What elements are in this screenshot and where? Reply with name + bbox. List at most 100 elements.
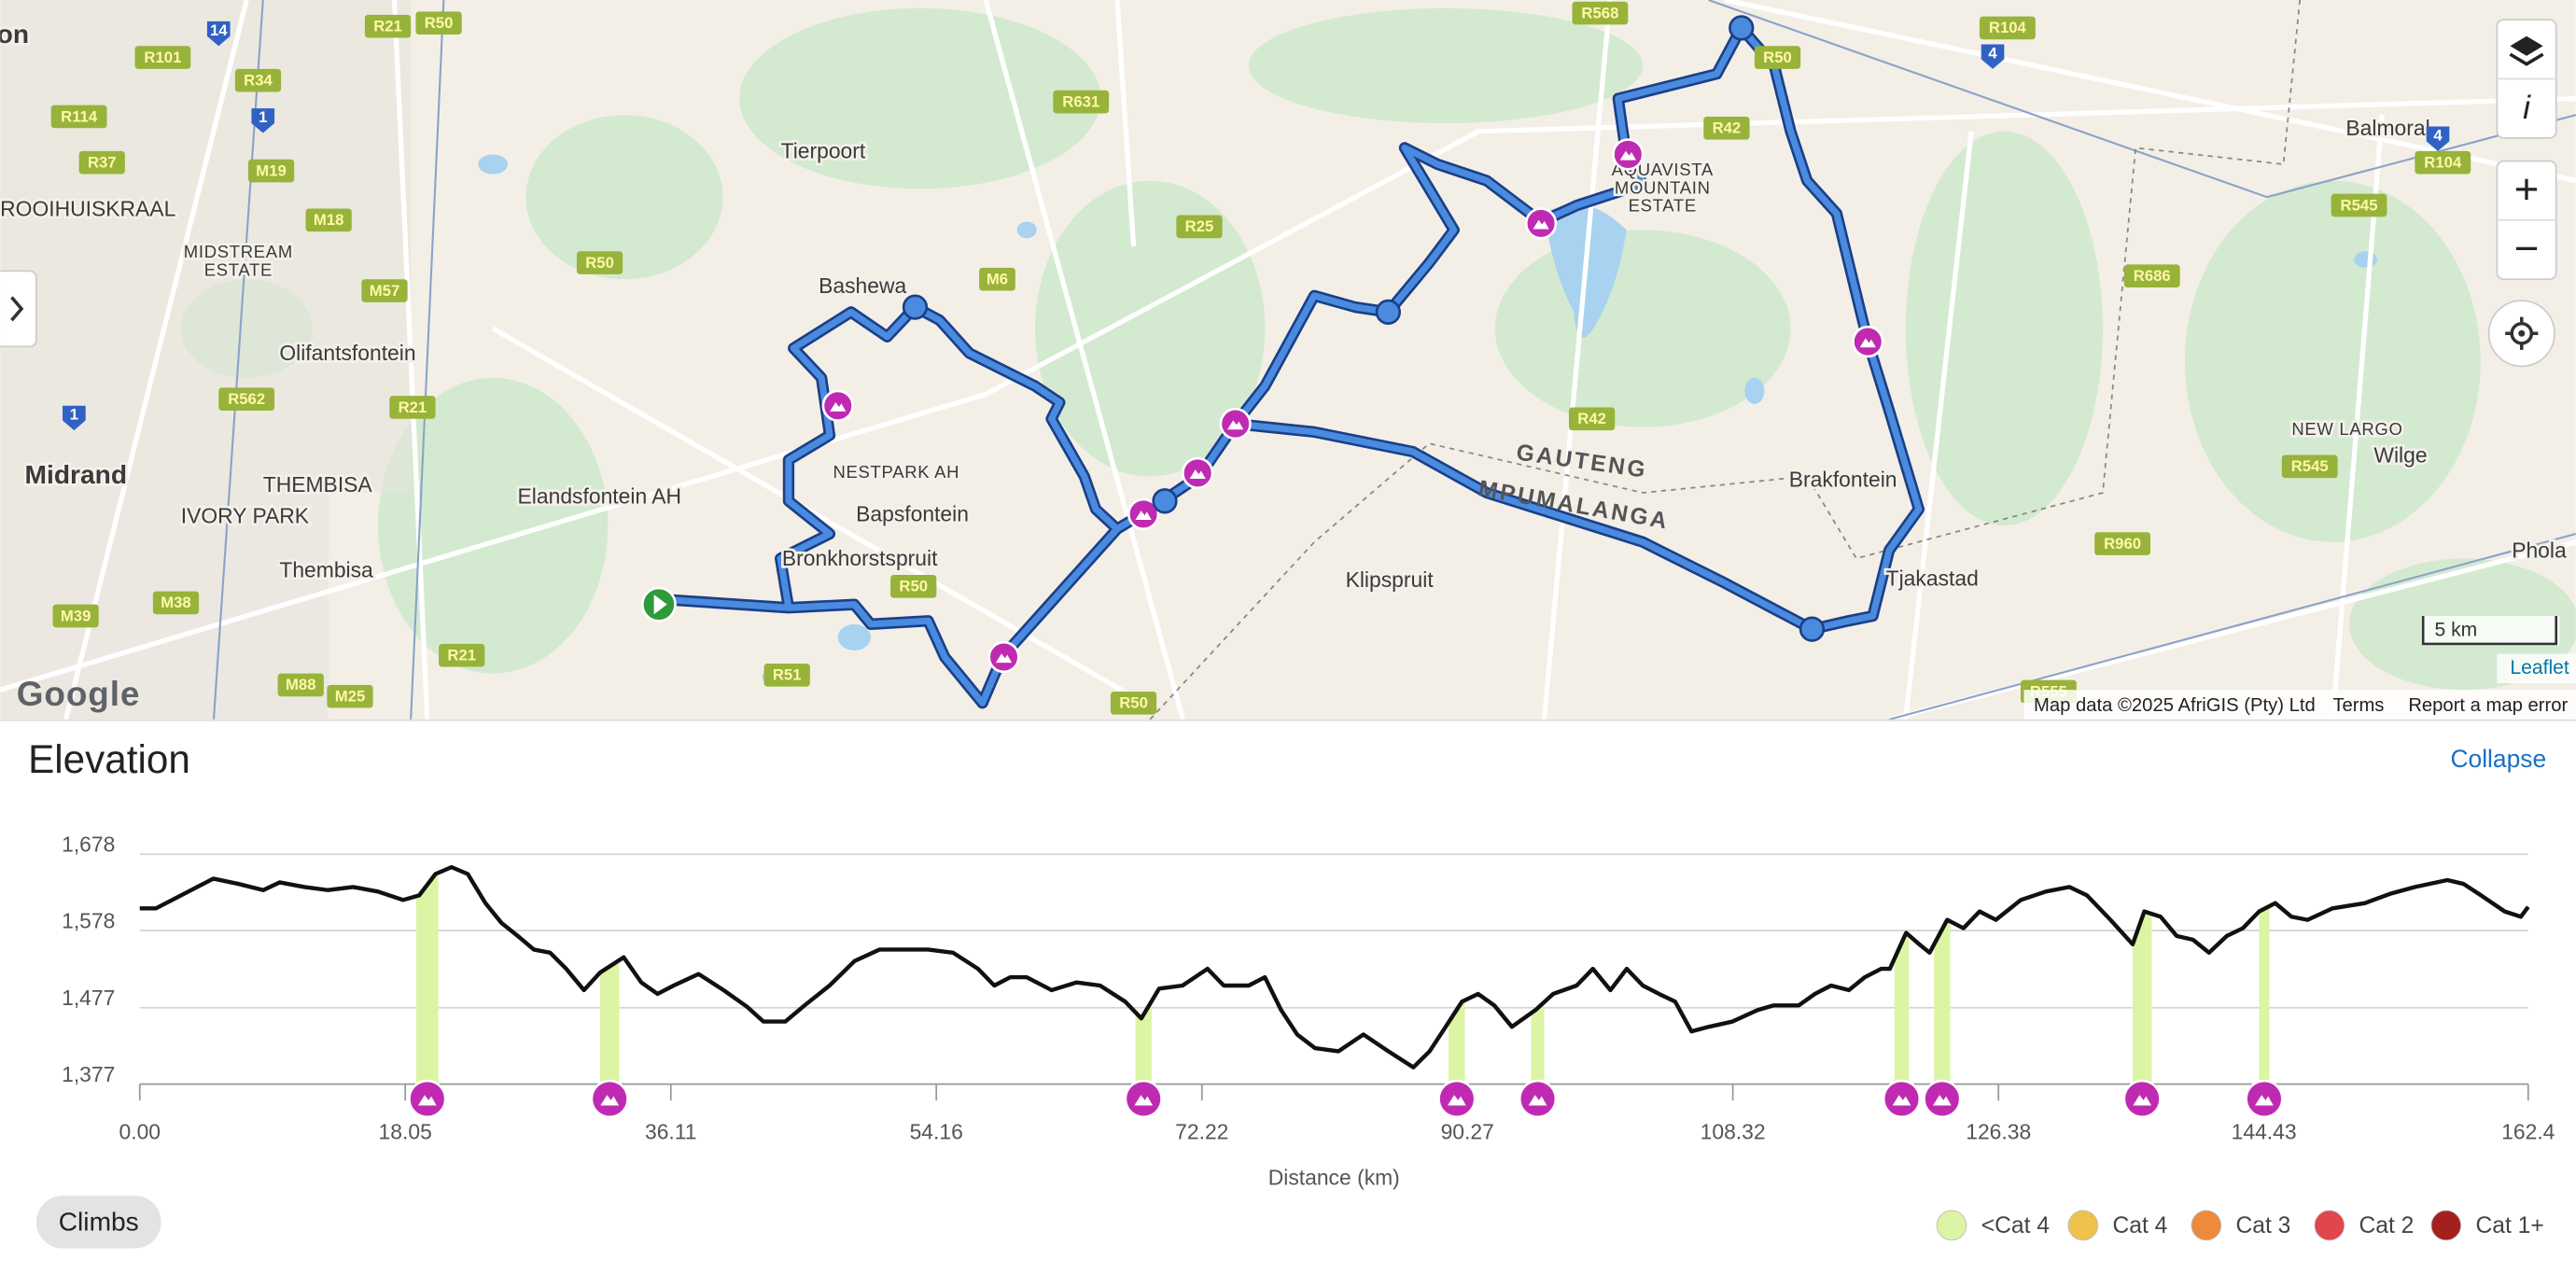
legend-label: Cat 3 [2236, 1213, 2291, 1238]
route-shield: M57 [370, 282, 400, 300]
route-shield: M6 [987, 271, 1008, 288]
place-label: Wilge [2373, 442, 2427, 467]
terms-link[interactable]: Terms [2332, 695, 2384, 716]
climb-segment [599, 959, 620, 1084]
x-axis-label: Distance (km) [1268, 1166, 1400, 1190]
route-shield-bg [206, 21, 231, 47]
map[interactable]: Centurion Tierpoort Bashewa ROOIHUISKRAAL MI… [0, 0, 2576, 720]
route-shield: R21 [399, 399, 427, 416]
climbs-button-label[interactable]: Climbs [59, 1208, 139, 1237]
climb-icon[interactable] [1437, 1079, 1477, 1119]
route-shield-bg [218, 387, 275, 411]
place-label: Olifantsfontein [279, 341, 415, 365]
route-shield: 4 [2433, 127, 2443, 145]
climb-icon[interactable] [590, 1079, 629, 1119]
climbs-button[interactable]: Climbs [35, 1196, 161, 1249]
route-shield: R50 [1763, 49, 1792, 66]
place-label: Tierpoort [781, 139, 866, 163]
route-shield-bg [389, 396, 436, 419]
legend-swatch [2191, 1210, 2222, 1241]
climb-icon[interactable] [1882, 1079, 1922, 1119]
route-shield-bg [2415, 150, 2471, 175]
climb-icon[interactable] [1124, 1079, 1163, 1119]
left-tab[interactable] [0, 270, 37, 348]
route-shield: R50 [1119, 694, 1148, 712]
climb-icon[interactable] [408, 1079, 447, 1119]
route-shield-bg [52, 604, 99, 628]
y-tick-label: 1,678 [62, 832, 115, 856]
layers-control[interactable]: i [2496, 19, 2557, 139]
route-shield: 14 [210, 21, 228, 39]
place-label: NEW LARGO [2291, 419, 2402, 439]
y-tick-label: 1,578 [62, 908, 115, 932]
zoom-out[interactable]: − [2514, 224, 2540, 272]
x-tick-label: 36.11 [645, 1119, 697, 1143]
route-shield: R568 [1581, 4, 1618, 21]
place-label: MIDSTREAM [184, 242, 293, 261]
route-shield: R37 [88, 154, 117, 172]
legend-label: Cat 1+ [2475, 1213, 2543, 1238]
x-tick-label: 108.32 [1701, 1119, 1766, 1143]
route-shield: R545 [2291, 457, 2329, 475]
route-shield: R562 [228, 390, 265, 408]
climb-icon[interactable] [2122, 1079, 2162, 1119]
x-tick-label: 18.05 [379, 1119, 432, 1143]
climb-icon[interactable] [1518, 1079, 1558, 1119]
route-markers [641, 15, 1884, 674]
route-shield: R21 [373, 17, 402, 35]
legend-label: Cat 4 [2113, 1213, 2168, 1238]
climb-icon[interactable] [2245, 1079, 2284, 1119]
route-shield-bg [63, 405, 86, 431]
climb-segment [1934, 919, 1951, 1084]
climb-icon[interactable] [1923, 1079, 1962, 1119]
route-shield: R114 [61, 107, 98, 125]
place-label: Midrand [25, 460, 128, 489]
elevation-line [139, 864, 2530, 1070]
place-label: Centurion [0, 20, 29, 49]
x-tick-label: 144.43 [2232, 1119, 2297, 1143]
route-shield-bg [1568, 407, 1616, 431]
info-button[interactable]: i [2523, 90, 2531, 126]
route-shield: M18 [314, 211, 344, 229]
report-link[interactable]: Report a map error [2408, 695, 2568, 716]
route-shield-bg [1053, 90, 1110, 114]
place-label: NESTPARK AH [833, 462, 959, 482]
route-shield: 1 [259, 108, 267, 126]
zoom-in[interactable]: + [2514, 165, 2540, 213]
x-tick-label: 72.22 [1175, 1119, 1228, 1143]
route-shield: R101 [144, 49, 181, 66]
route-shield: R21 [447, 647, 476, 664]
route-shield-bg [247, 159, 295, 183]
place-label: Bronkhorstspruit [782, 546, 938, 570]
route-shield-bg [50, 105, 107, 129]
collapse-link[interactable]: Collapse [2450, 745, 2546, 773]
route-shield-bg [2331, 193, 2387, 217]
legend-swatch [1936, 1210, 1967, 1241]
x-tick-label: 54.16 [910, 1119, 963, 1143]
waypoint [1729, 15, 1755, 41]
legend-swatch [2430, 1210, 2462, 1241]
climb-segment [1135, 1000, 1152, 1084]
legend-label: <Cat 4 [1981, 1213, 2050, 1238]
route-shield: M88 [286, 676, 316, 693]
route-shield: R34 [244, 72, 273, 90]
route-shield: R42 [1577, 410, 1606, 427]
route-shield-bg [1110, 691, 1157, 715]
route [659, 21, 1925, 709]
place-label: Klipspruit [1346, 567, 1435, 592]
leaflet-link[interactable]: Leaflet [2510, 657, 2569, 678]
waypoint [1152, 488, 1178, 514]
y-tick-label: 1,377 [62, 1062, 115, 1086]
zoom-control[interactable]: + − [2496, 160, 2557, 281]
climb-segment [2132, 911, 2152, 1084]
route-shield: R960 [2104, 535, 2141, 553]
route-shield: R50 [425, 14, 454, 32]
route-shield-bg [234, 68, 282, 92]
locate-button[interactable] [2487, 300, 2555, 368]
scale-bar: 5 km [2421, 616, 2560, 646]
waypoint [902, 294, 929, 320]
route-shield-bg [1754, 46, 1801, 69]
route-shield-bg [576, 251, 623, 274]
route-shield-bg [361, 279, 408, 302]
